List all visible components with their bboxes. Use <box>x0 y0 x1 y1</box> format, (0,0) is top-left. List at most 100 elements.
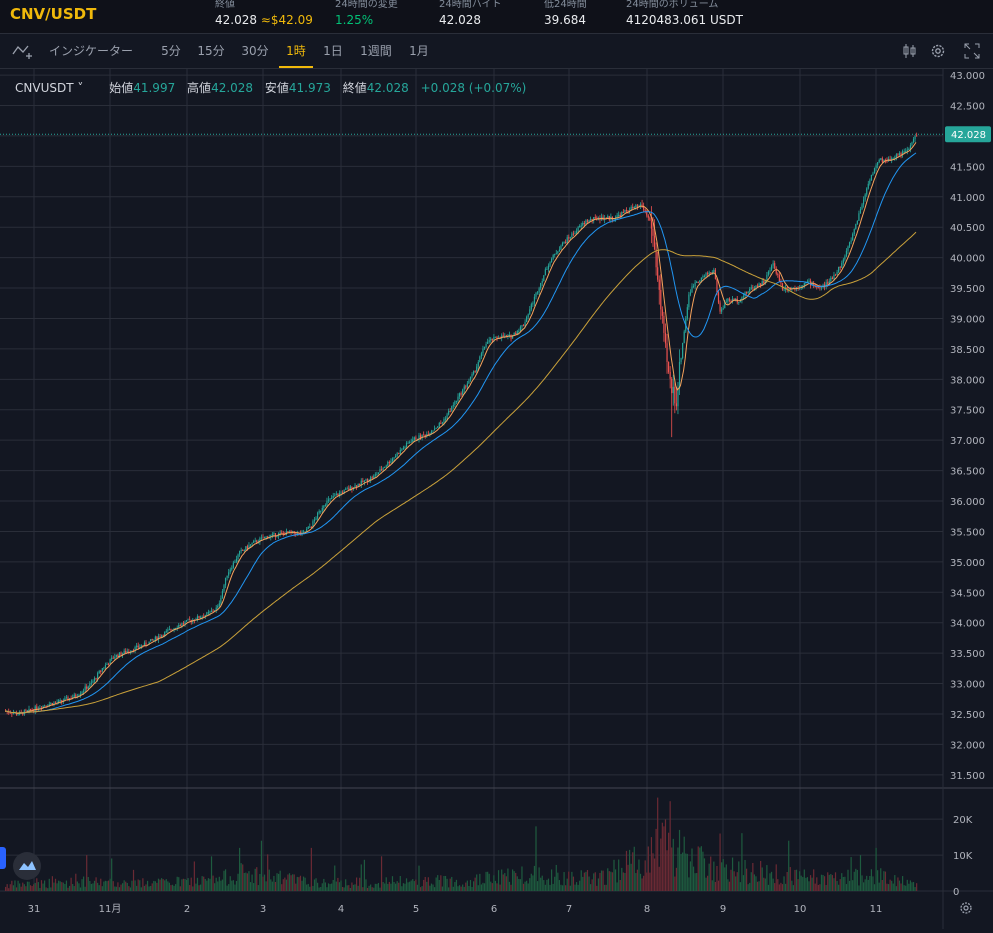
candle <box>187 619 189 621</box>
interval-5m[interactable]: 5分 <box>161 44 181 58</box>
volume-bar <box>633 846 635 891</box>
interval-15m[interactable]: 15分 <box>197 44 225 58</box>
volume-bar <box>682 852 684 891</box>
candle <box>346 488 348 490</box>
gear-icon[interactable] <box>929 42 947 60</box>
volume-bar <box>563 872 565 891</box>
indicators-button[interactable]: インジケーター <box>48 44 133 58</box>
volume-bar <box>547 878 550 891</box>
candle <box>554 253 556 256</box>
volume-bar <box>65 880 68 891</box>
volume-bar <box>544 884 546 891</box>
volume-bar <box>533 865 536 891</box>
candle <box>677 388 679 407</box>
volume-bar <box>469 880 472 891</box>
volume-bar <box>53 882 55 891</box>
candle <box>97 673 99 679</box>
volume-tick-label: 20K <box>953 815 973 826</box>
ma-25-line <box>4 152 917 714</box>
price-chart[interactable]: 43.00042.50042.00041.50041.00040.50040.0… <box>0 69 993 929</box>
candle <box>661 309 663 316</box>
tradingview-logo[interactable] <box>13 852 41 880</box>
candle <box>742 296 745 298</box>
volume-bar <box>880 868 882 891</box>
candle <box>864 194 866 200</box>
interval-1d[interactable]: 1日 <box>323 44 343 58</box>
candle <box>451 406 453 412</box>
volume-bar <box>380 856 383 891</box>
volume-bar <box>501 869 503 891</box>
volume-bar <box>683 836 685 891</box>
high-label: 高値 <box>187 81 212 95</box>
side-panel-toggle[interactable] <box>0 847 6 869</box>
candle <box>552 255 554 259</box>
interval-1w[interactable]: 1週間 <box>360 44 392 58</box>
volume-bar <box>909 880 911 891</box>
candle <box>405 442 408 447</box>
candle <box>731 298 734 302</box>
volume-bar <box>268 869 270 891</box>
candle <box>363 480 365 483</box>
candle <box>320 510 322 512</box>
volume-bar <box>223 870 225 891</box>
volume-bar <box>731 857 734 891</box>
volume-bar <box>510 884 512 891</box>
volume-bar <box>356 877 358 891</box>
volume-bar <box>387 883 389 891</box>
candle <box>198 616 200 619</box>
volume-bar <box>29 885 32 891</box>
candle <box>647 215 649 218</box>
interval-30m[interactable]: 30分 <box>241 44 269 58</box>
volume-bar <box>259 874 261 891</box>
volume-bar <box>565 885 567 891</box>
stat-24h-low: 低24時間 39.684 <box>544 0 587 27</box>
volume-bar <box>591 879 593 891</box>
volume-bar <box>287 874 289 891</box>
ma-99-line <box>4 231 917 714</box>
candles-icon[interactable] <box>901 42 919 60</box>
volume-bar <box>313 879 316 891</box>
candle <box>825 282 827 287</box>
volume-bar <box>841 873 843 891</box>
candle <box>781 283 784 290</box>
candle <box>519 326 521 331</box>
candle <box>462 389 464 395</box>
volume-bar <box>741 833 743 891</box>
candle <box>855 224 857 230</box>
fullscreen-icon[interactable] <box>963 42 981 60</box>
candle <box>423 434 425 436</box>
pair-title[interactable]: CNV/USDT <box>10 5 97 23</box>
symbol-selector[interactable]: CNVUSDT ˅ <box>15 81 84 95</box>
candle <box>664 332 667 344</box>
volume-bar <box>231 880 233 891</box>
candle <box>789 289 791 291</box>
volume-bar <box>115 886 117 891</box>
price-tick-label: 40.500 <box>950 223 985 234</box>
volume-bar <box>487 871 489 891</box>
volume-bar <box>583 872 585 891</box>
candle <box>728 298 731 301</box>
candle <box>563 241 565 243</box>
volume-bar <box>460 886 462 891</box>
volume-bar <box>655 828 657 891</box>
volume-bar <box>847 869 849 891</box>
interval-1h[interactable]: 1時 <box>279 34 313 68</box>
volume-bar <box>493 875 495 891</box>
volume-bar <box>444 876 447 891</box>
volume-bar <box>844 876 846 891</box>
volume-bar <box>789 867 791 891</box>
volume-bar <box>646 872 648 891</box>
volume-bar <box>15 887 18 891</box>
volume-bar <box>660 838 662 891</box>
volume-bar <box>891 880 893 891</box>
interval-1M[interactable]: 1月 <box>409 44 429 58</box>
volume-bar <box>822 874 824 891</box>
candle <box>912 139 915 143</box>
indicator-icon[interactable] <box>12 42 34 60</box>
chart-area[interactable]: 43.00042.50042.00041.50041.00040.50040.0… <box>0 69 993 929</box>
volume-bar <box>797 879 799 891</box>
volume-bar <box>117 882 119 891</box>
candle <box>334 495 336 497</box>
volume-bar <box>499 884 501 891</box>
price-tick-label: 41.500 <box>950 162 985 173</box>
